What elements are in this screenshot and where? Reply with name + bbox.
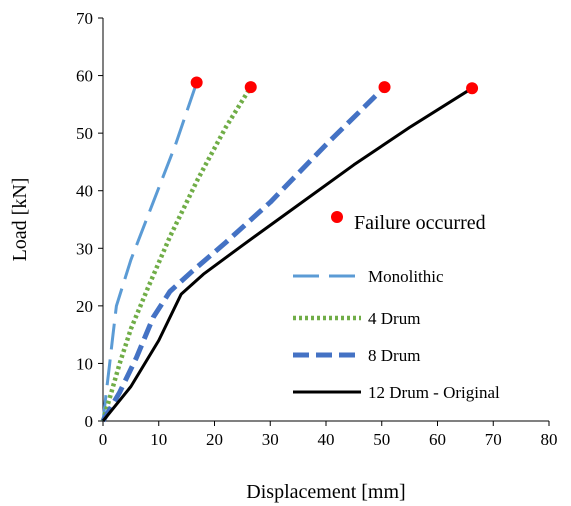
y-tick-label: 10	[76, 354, 93, 373]
axes: 0 10 20 30 40 50 60 70 80 0 10 20 30 40 50 60 70	[76, 9, 558, 449]
y-axis-title: Load [kN]	[9, 178, 31, 262]
x-tick-label: 0	[99, 430, 108, 449]
x-tick-label: 40	[318, 430, 335, 449]
legend-label-12-drum-original: 12 Drum - Original	[368, 383, 500, 402]
series-line-monolithic	[101, 82, 199, 422]
series-line-4-drum	[100, 85, 253, 422]
y-tick-label: 60	[76, 67, 93, 86]
series-layer	[100, 82, 473, 423]
x-tick-label: 30	[262, 430, 279, 449]
y-tick-label: 30	[76, 239, 93, 258]
x-tick-label: 80	[541, 430, 558, 449]
failure-point	[244, 81, 257, 94]
series-line-12-drum-original	[101, 86, 473, 422]
failure-points	[190, 76, 479, 95]
x-tick-label: 20	[206, 430, 223, 449]
y-tick-label: 20	[76, 297, 93, 316]
x-tick-label: 50	[373, 430, 390, 449]
x-tick-label: 70	[485, 430, 502, 449]
y-tick-label: 0	[85, 412, 94, 431]
failure-point	[378, 81, 391, 94]
legend-label-monolithic: Monolithic	[368, 267, 444, 286]
failure-point	[466, 82, 479, 95]
x-axis-title: Displacement [mm]	[246, 481, 405, 503]
legend: Failure occurred Monolithic 4 Drum 8 Drum 12…	[293, 211, 500, 402]
series-line-8-drum	[100, 85, 387, 423]
x-tick-label: 60	[429, 430, 446, 449]
y-tick-label: 50	[76, 124, 93, 143]
legend-failure-marker	[331, 211, 343, 223]
legend-label-4-drum: 4 Drum	[368, 309, 420, 328]
y-tick-label: 40	[76, 182, 93, 201]
failure-point	[190, 76, 203, 89]
legend-label-8-drum: 8 Drum	[368, 346, 420, 365]
y-tick-label: 70	[76, 9, 93, 28]
legend-failure-label: Failure occurred	[354, 212, 486, 234]
x-tick-label: 10	[150, 430, 167, 449]
